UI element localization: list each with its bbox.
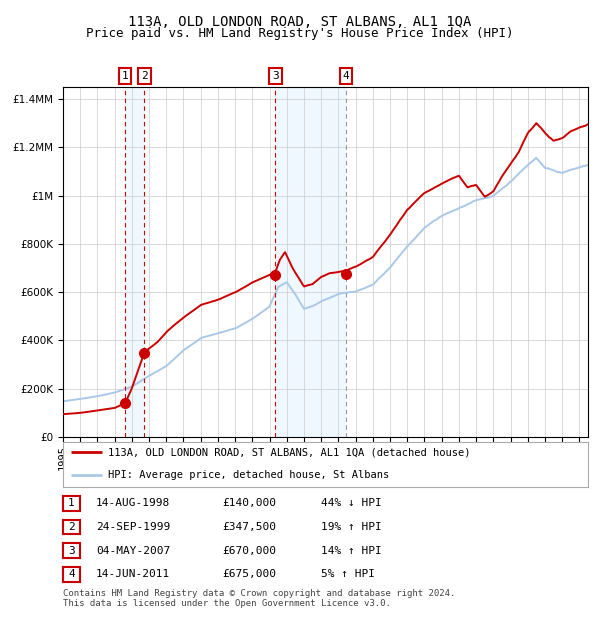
Text: £140,000: £140,000 <box>222 498 276 508</box>
Text: 5% ↑ HPI: 5% ↑ HPI <box>321 569 375 579</box>
Text: 4: 4 <box>68 569 75 579</box>
Text: 113A, OLD LONDON ROAD, ST ALBANS, AL1 1QA: 113A, OLD LONDON ROAD, ST ALBANS, AL1 1Q… <box>128 16 472 30</box>
Text: 1: 1 <box>122 71 128 81</box>
Text: 3: 3 <box>68 546 75 556</box>
Text: HPI: Average price, detached house, St Albans: HPI: Average price, detached house, St A… <box>107 469 389 480</box>
Text: £670,000: £670,000 <box>222 546 276 556</box>
Text: 24-SEP-1999: 24-SEP-1999 <box>96 522 170 532</box>
Text: 14-JUN-2011: 14-JUN-2011 <box>96 569 170 579</box>
Text: £675,000: £675,000 <box>222 569 276 579</box>
Text: Price paid vs. HM Land Registry's House Price Index (HPI): Price paid vs. HM Land Registry's House … <box>86 27 514 40</box>
Text: 04-MAY-2007: 04-MAY-2007 <box>96 546 170 556</box>
Bar <box>125 87 145 437</box>
Text: 3: 3 <box>272 71 279 81</box>
Text: Contains HM Land Registry data © Crown copyright and database right 2024.
This d: Contains HM Land Registry data © Crown c… <box>63 589 455 608</box>
Text: 113A, OLD LONDON ROAD, ST ALBANS, AL1 1QA (detached house): 113A, OLD LONDON ROAD, ST ALBANS, AL1 1Q… <box>107 447 470 458</box>
Text: 2: 2 <box>141 71 148 81</box>
Text: 14% ↑ HPI: 14% ↑ HPI <box>321 546 382 556</box>
Text: 44% ↓ HPI: 44% ↓ HPI <box>321 498 382 508</box>
Text: 19% ↑ HPI: 19% ↑ HPI <box>321 522 382 532</box>
Bar <box>275 87 346 437</box>
Text: £347,500: £347,500 <box>222 522 276 532</box>
Text: 4: 4 <box>343 71 350 81</box>
Text: 2: 2 <box>68 522 75 532</box>
Text: 1: 1 <box>68 498 75 508</box>
Text: 14-AUG-1998: 14-AUG-1998 <box>96 498 170 508</box>
